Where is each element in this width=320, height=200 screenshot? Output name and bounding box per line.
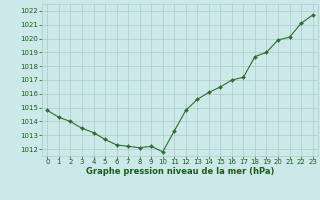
X-axis label: Graphe pression niveau de la mer (hPa): Graphe pression niveau de la mer (hPa)	[86, 167, 274, 176]
